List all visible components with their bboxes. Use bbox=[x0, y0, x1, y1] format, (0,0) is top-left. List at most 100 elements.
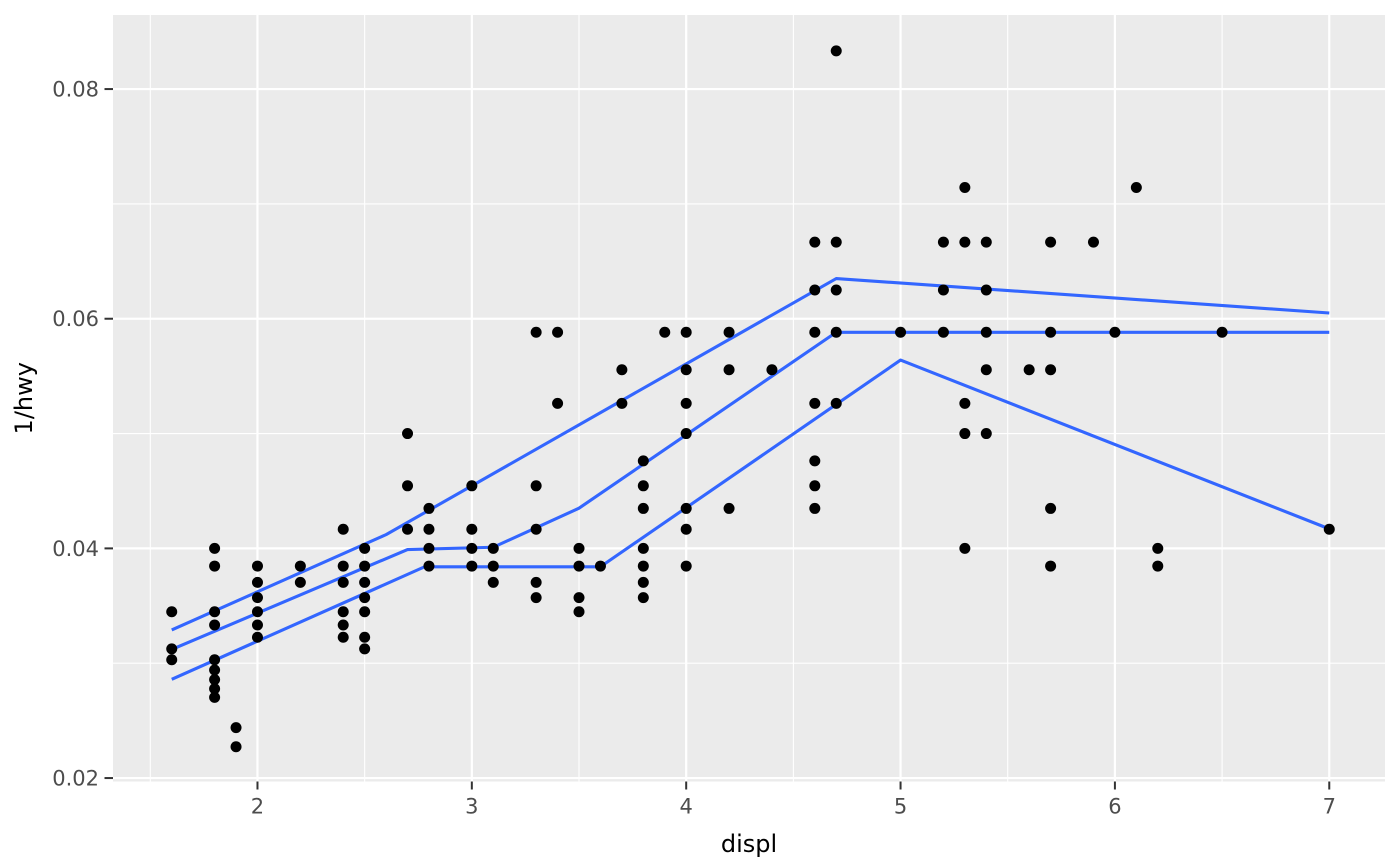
data-point bbox=[895, 326, 907, 338]
data-point bbox=[809, 326, 821, 338]
data-point bbox=[830, 397, 842, 409]
data-point bbox=[573, 542, 585, 554]
data-point bbox=[1130, 181, 1142, 193]
data-point bbox=[980, 428, 992, 440]
data-point bbox=[809, 480, 821, 492]
data-point bbox=[359, 542, 371, 554]
data-point bbox=[573, 560, 585, 572]
data-point bbox=[809, 455, 821, 467]
data-point bbox=[487, 542, 499, 554]
data-point bbox=[337, 576, 349, 588]
data-point bbox=[766, 364, 778, 376]
x-tick-label: 7 bbox=[1323, 795, 1336, 819]
data-point bbox=[359, 631, 371, 643]
data-point bbox=[337, 606, 349, 618]
grid-major-lines bbox=[113, 15, 1385, 782]
data-point bbox=[659, 326, 671, 338]
data-point bbox=[530, 576, 542, 588]
data-point bbox=[937, 326, 949, 338]
data-point bbox=[1323, 523, 1335, 535]
data-point bbox=[466, 542, 478, 554]
data-point bbox=[466, 560, 478, 572]
y-tick-label: 0.08 bbox=[52, 78, 99, 102]
data-point bbox=[594, 560, 606, 572]
data-point bbox=[359, 576, 371, 588]
x-tick-label: 3 bbox=[465, 795, 478, 819]
x-tick-label: 6 bbox=[1108, 795, 1121, 819]
data-point bbox=[209, 691, 221, 703]
data-point bbox=[680, 326, 692, 338]
data-point bbox=[466, 480, 478, 492]
data-point bbox=[1087, 236, 1099, 248]
data-point bbox=[359, 592, 371, 604]
data-point bbox=[937, 236, 949, 248]
data-point bbox=[166, 654, 178, 666]
data-point bbox=[980, 236, 992, 248]
upper-quantile-line bbox=[171, 276, 1330, 632]
data-point bbox=[552, 326, 564, 338]
data-point bbox=[294, 560, 306, 572]
data-point bbox=[337, 560, 349, 572]
data-point bbox=[209, 664, 221, 676]
data-point bbox=[809, 502, 821, 514]
data-point bbox=[209, 542, 221, 554]
data-point bbox=[1152, 560, 1164, 572]
data-point bbox=[637, 592, 649, 604]
x-axis-title: displ bbox=[721, 830, 777, 858]
data-point bbox=[830, 236, 842, 248]
data-point bbox=[402, 428, 414, 440]
data-point bbox=[1023, 364, 1035, 376]
data-point bbox=[209, 654, 221, 666]
data-point bbox=[1045, 364, 1057, 376]
data-point bbox=[402, 480, 414, 492]
data-point bbox=[337, 631, 349, 643]
data-point bbox=[209, 606, 221, 618]
data-point bbox=[680, 523, 692, 535]
data-point bbox=[830, 45, 842, 57]
data-point bbox=[209, 619, 221, 631]
y-axis-ticks bbox=[104, 88, 113, 780]
y-tick-label: 0.02 bbox=[52, 767, 99, 791]
data-point bbox=[487, 560, 499, 572]
data-point bbox=[466, 523, 478, 535]
data-point bbox=[723, 326, 735, 338]
data-point bbox=[230, 722, 242, 734]
data-point bbox=[209, 683, 221, 695]
data-point bbox=[1045, 560, 1057, 572]
data-point bbox=[980, 284, 992, 296]
data-point bbox=[573, 606, 585, 618]
data-point bbox=[616, 397, 628, 409]
x-tick-label: 2 bbox=[251, 795, 264, 819]
data-point bbox=[723, 364, 735, 376]
data-point bbox=[530, 592, 542, 604]
data-point bbox=[637, 576, 649, 588]
data-point bbox=[251, 560, 263, 572]
data-point bbox=[959, 397, 971, 409]
data-point bbox=[294, 576, 306, 588]
data-point bbox=[959, 236, 971, 248]
data-point bbox=[1045, 326, 1057, 338]
data-point bbox=[637, 542, 649, 554]
data-point bbox=[359, 560, 371, 572]
y-tick-label: 0.04 bbox=[52, 537, 99, 561]
data-point bbox=[251, 631, 263, 643]
y-axis-tick-labels: 0.02 0.04 0.06 0.08 bbox=[52, 78, 99, 791]
data-point bbox=[959, 181, 971, 193]
data-point bbox=[809, 284, 821, 296]
data-point bbox=[423, 502, 435, 514]
data-point bbox=[680, 502, 692, 514]
data-point bbox=[487, 576, 499, 588]
x-tick-label: 5 bbox=[894, 795, 907, 819]
data-point bbox=[637, 480, 649, 492]
data-point bbox=[680, 560, 692, 572]
data-point bbox=[959, 542, 971, 554]
data-point bbox=[209, 674, 221, 686]
data-point bbox=[723, 502, 735, 514]
data-point bbox=[637, 502, 649, 514]
data-point bbox=[680, 428, 692, 440]
data-point bbox=[230, 741, 242, 753]
data-points-group bbox=[166, 45, 1335, 753]
data-point bbox=[251, 576, 263, 588]
data-point bbox=[423, 523, 435, 535]
